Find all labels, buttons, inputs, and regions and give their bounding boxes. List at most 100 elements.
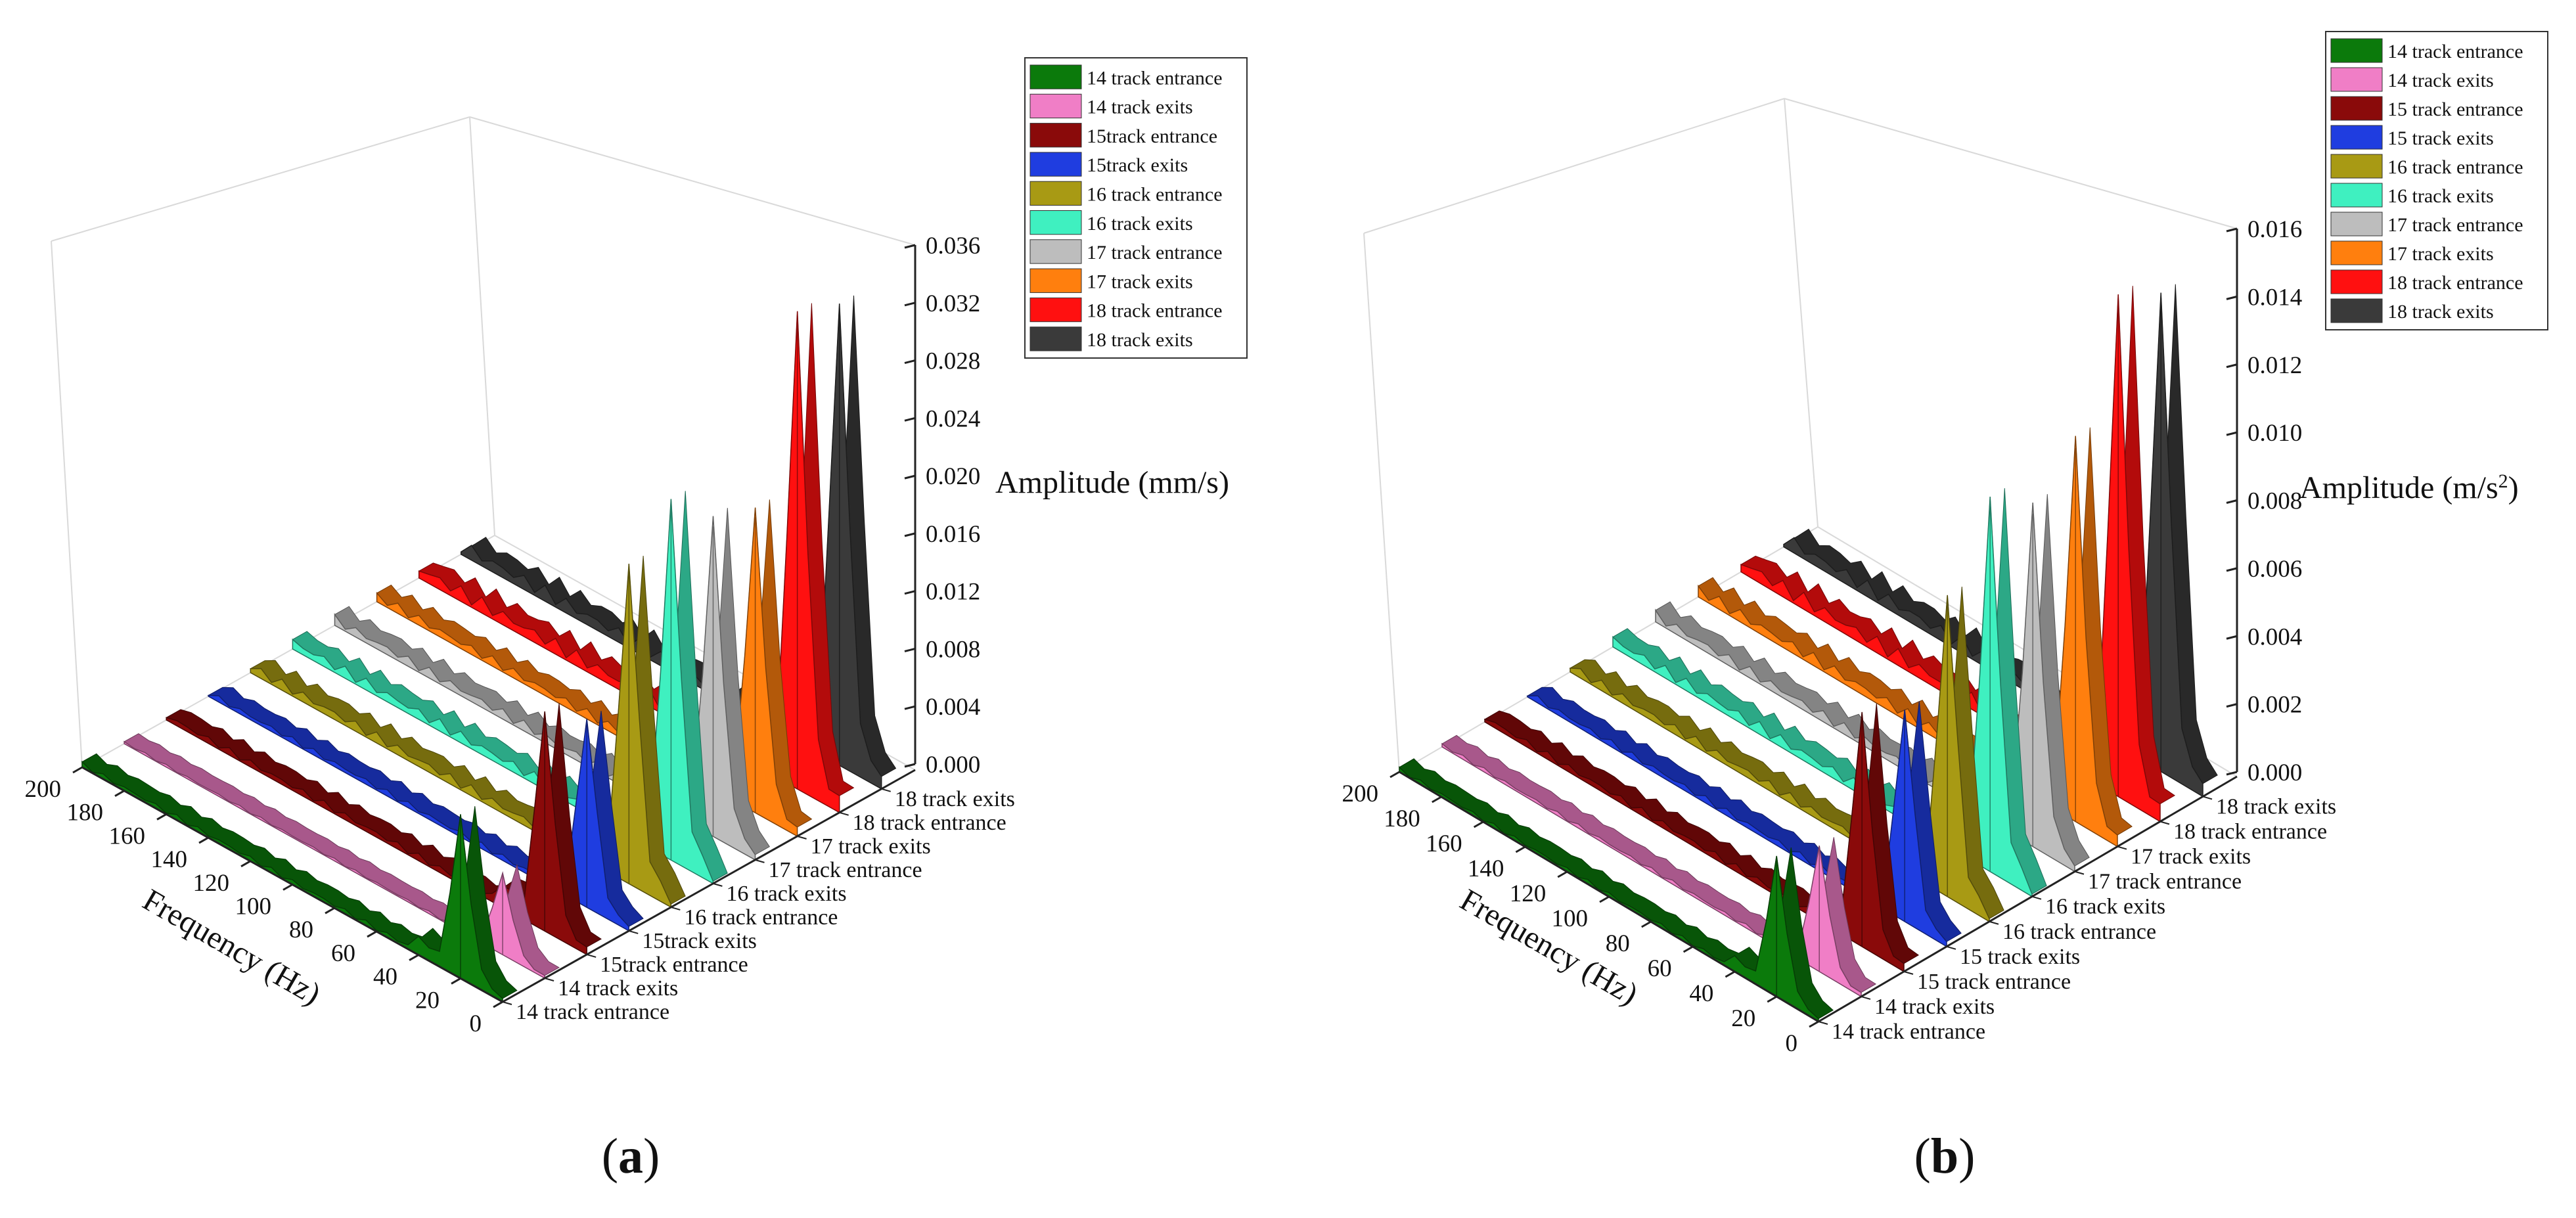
frequency-tick-label-80: 80 — [1606, 930, 1630, 957]
series-label-9: 18 track exits — [2216, 794, 2336, 819]
legend-label-5: 16 track exits — [1087, 213, 1193, 235]
frequency-tick-100 — [1599, 895, 1610, 903]
legend-swatch-1 — [2330, 67, 2383, 92]
legend-swatch-3 — [2330, 125, 2383, 150]
series-tick-0 — [1818, 1021, 1828, 1025]
series-label-4: 16 track entrance — [684, 905, 838, 930]
legend-swatch-8 — [2330, 269, 2383, 294]
series-label-7: 17 track exits — [811, 834, 931, 859]
frequency-tick-label-140: 140 — [1468, 855, 1504, 882]
frequency-tick-label-20: 20 — [415, 987, 440, 1014]
amplitude-tick-3 — [2226, 567, 2238, 572]
legend-swatch-7 — [2330, 240, 2383, 265]
frequency-tick-label-20: 20 — [1731, 1005, 1755, 1032]
frequency-tick-80 — [1641, 920, 1652, 928]
frequency-tick-40 — [409, 954, 419, 961]
frequency-tick-label-0: 0 — [470, 1010, 482, 1037]
frequency-tick-label-40: 40 — [1689, 980, 1713, 1007]
amplitude-tick-label-9: 0.036 — [926, 233, 980, 259]
frequency-tick-label-120: 120 — [1510, 880, 1547, 907]
legend-1: 14 track entrance 14 track exits 15 track … — [2325, 31, 2548, 330]
series-axis-line — [502, 769, 916, 1003]
frequency-tick-label-0: 0 — [1786, 1030, 1798, 1057]
frequency-tick-140 — [198, 836, 209, 844]
amplitude-tick-1 — [2226, 703, 2238, 708]
legend-item-1: 14 track exits — [1029, 93, 1193, 119]
frequency-tick-label-180: 180 — [1384, 805, 1420, 832]
legend-item-4: 16 track entrance — [2330, 154, 2523, 179]
amplitude-tick-9 — [904, 244, 916, 249]
legend-label-8: 18 track entrance — [1087, 300, 1223, 322]
amplitude-tick-2 — [904, 647, 916, 652]
frequency-tick-label-160: 160 — [109, 823, 146, 849]
amplitude-axis-1: 0.000 0.002 0.004 0.006 0.008 0.010 0.012 0.014… — [2226, 216, 2519, 786]
legend-swatch-4 — [1029, 181, 1082, 206]
series-tick-9 — [881, 788, 892, 792]
frequency-axis-title: Frequency (Hz) — [137, 882, 327, 1012]
amplitude-tick-label-1: 0.002 — [2248, 692, 2302, 719]
frequency-tick-180 — [1432, 796, 1442, 803]
legend-label-5: 16 track exits — [2387, 185, 2494, 207]
back-edge-vertical — [469, 116, 495, 536]
legend-swatch-2 — [1029, 123, 1082, 148]
amplitude-tick-6 — [2226, 363, 2238, 369]
series-tick-0 — [502, 1001, 512, 1005]
legend-label-3: 15 track exits — [2387, 127, 2494, 149]
back-edge-right-top — [1784, 98, 2238, 229]
legend-swatch-0 — [2330, 38, 2383, 63]
frequency-tick-120 — [240, 860, 251, 868]
amplitude-tick-label-2: 0.004 — [2248, 623, 2302, 650]
series-label-0: 14 track entrance — [1832, 1020, 1985, 1044]
legend-swatch-2 — [2330, 96, 2383, 121]
frequency-tick-label-80: 80 — [289, 916, 313, 943]
series-label-8: 18 track entrance — [853, 811, 1006, 835]
caption-a-letter: a — [618, 1129, 643, 1184]
series-tick-5 — [2031, 895, 2042, 900]
frequency-tick-40 — [1725, 970, 1736, 978]
legend-swatch-8 — [1029, 297, 1082, 323]
series-label-2: 15 track entrance — [1917, 970, 2071, 994]
series-label-7: 17 track exits — [2131, 845, 2251, 869]
frequency-tick-80 — [325, 907, 335, 914]
amplitude-tick-label-5: 0.020 — [926, 463, 980, 490]
amplitude-tick-0 — [2226, 771, 2238, 776]
legend-swatch-6 — [2330, 212, 2383, 237]
series-tick-8 — [839, 811, 849, 816]
legend-swatch-9 — [2330, 298, 2383, 323]
caption-b-letter: b — [1931, 1129, 1958, 1184]
frequency-tick-200 — [72, 766, 83, 774]
amplitude-axis-title: Amplitude (m/s2) — [2299, 470, 2519, 506]
series-label-1: 14 track exits — [1874, 995, 1995, 1019]
amplitude-tick-label-2: 0.008 — [926, 636, 980, 663]
legend-label-1: 14 track exits — [1087, 97, 1193, 118]
series-label-8: 18 track entrance — [2173, 820, 2327, 844]
frequency-tick-160 — [1473, 821, 1484, 828]
amplitude-axis-0: 0.000 0.004 0.008 0.012 0.016 0.020 0.024 0.028… — [904, 233, 1229, 778]
legend-label-2: 15 track entrance — [2387, 99, 2523, 120]
amplitude-tick-8 — [2226, 227, 2238, 233]
series-label-5: 16 track exits — [2045, 895, 2165, 919]
legend-swatch-6 — [1029, 239, 1082, 264]
legend-item-1: 14 track exits — [2330, 67, 2494, 92]
amplitude-tick-3 — [904, 590, 916, 595]
frequency-tick-label-100: 100 — [1552, 905, 1589, 932]
legend-item-3: 15 track exits — [2330, 125, 2494, 150]
amplitude-tick-label-6: 0.024 — [926, 405, 980, 432]
legend-swatch-3 — [1029, 152, 1082, 177]
amplitude-tick-2 — [2226, 635, 2238, 640]
frequency-tick-label-140: 140 — [151, 846, 188, 873]
series-label-6: 17 track entrance — [2088, 870, 2242, 894]
legend-item-7: 17 track exits — [1029, 268, 1193, 293]
amplitude-tick-6 — [904, 417, 916, 422]
back-edge-vertical — [1784, 98, 1819, 528]
caption-a: (a) — [602, 1129, 660, 1184]
legend-item-0: 14 track entrance — [1029, 64, 1223, 89]
legend-item-4: 16 track entrance — [1029, 181, 1223, 206]
amplitude-tick-label-7: 0.014 — [2248, 284, 2302, 311]
amplitude-tick-4 — [904, 532, 916, 537]
legend-item-5: 16 track exits — [1029, 210, 1193, 235]
frequency-tick-160 — [156, 813, 167, 821]
back-edge-left — [1363, 233, 1400, 773]
